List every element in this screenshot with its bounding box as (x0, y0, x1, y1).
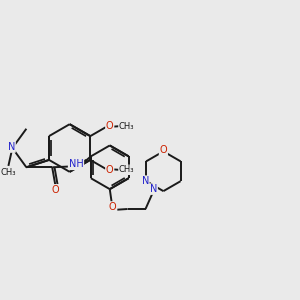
Text: O: O (52, 185, 59, 195)
Text: N: N (8, 142, 15, 152)
Text: O: O (160, 146, 167, 155)
Text: NH: NH (69, 159, 83, 169)
Text: CH₃: CH₃ (1, 168, 16, 177)
Text: N: N (150, 184, 157, 194)
Text: CH₃: CH₃ (119, 165, 134, 174)
Text: O: O (106, 165, 114, 175)
Text: N: N (142, 176, 149, 186)
Text: CH₃: CH₃ (119, 122, 134, 131)
Text: O: O (109, 202, 117, 212)
Text: O: O (106, 121, 114, 131)
